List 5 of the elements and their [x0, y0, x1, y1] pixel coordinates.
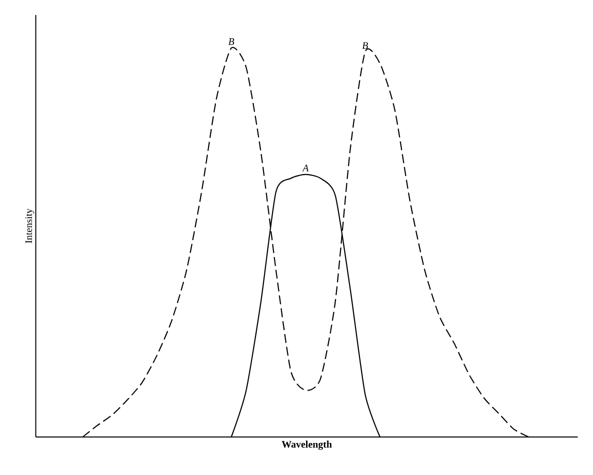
y-axis-title: Intensity: [25, 208, 34, 244]
series-label: B: [362, 42, 368, 49]
x-axis-title: Wavelength: [282, 440, 332, 450]
series-label: A: [302, 164, 309, 172]
text: B: [228, 38, 234, 45]
